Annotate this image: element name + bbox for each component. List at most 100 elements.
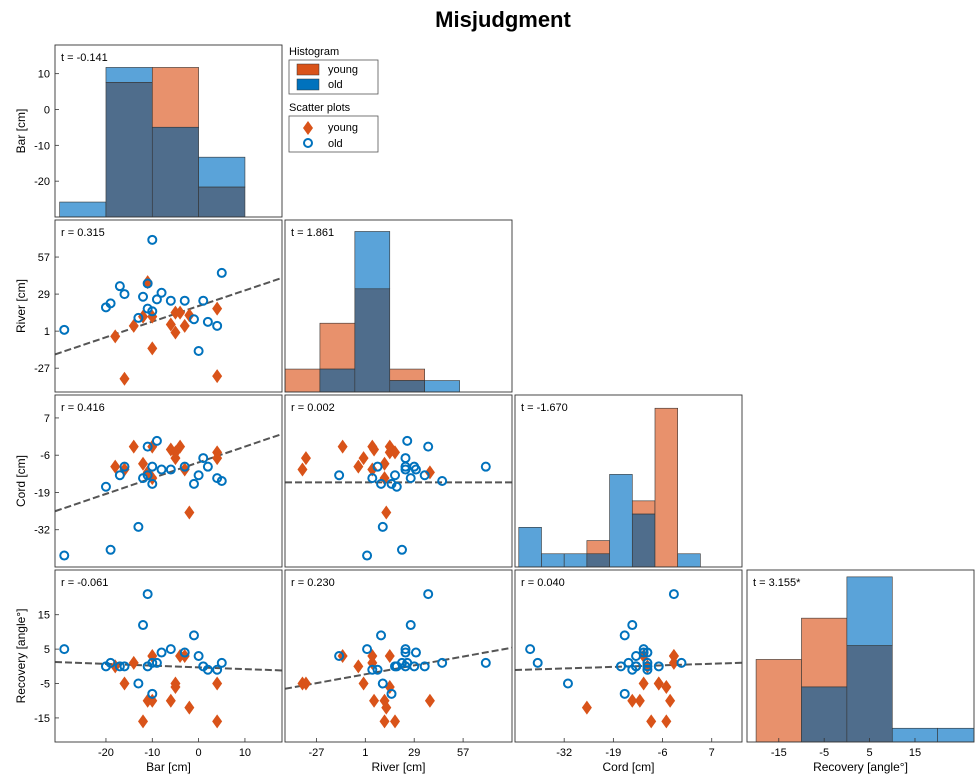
panel-cord-vs-bar: r = 0.416 -32 -19 -6 7 Cord [cm] [14,394,283,568]
x-axis-label: River [cm] [372,760,426,774]
old-point [423,589,434,600]
panel-plot-area [515,589,742,729]
panel-frame [54,569,283,743]
panel-recovery-vs-cord: r = 0.040 -32 -19 -6 7 Cord [cm] [514,569,743,774]
hist-bar-old [198,156,246,188]
young-point [358,451,369,466]
young-point [353,659,364,674]
histogram-t-label: t = -1.670 [521,402,568,414]
old-point [138,620,149,631]
old-point [376,478,387,489]
old-point [188,478,199,489]
old-point [627,620,638,631]
hist-bar-young [631,500,656,515]
old-point [405,620,416,631]
old-point [390,470,401,481]
y-tick-label: 10 [38,69,50,81]
old-point [212,320,223,331]
old-point [362,644,373,655]
young-point [165,693,176,708]
panel-river-vs-bar: r = 0.315 -27 1 29 57 River [cm] [14,219,283,393]
hist-bar-young [755,659,802,742]
panel-plot-area [285,435,512,561]
old-point [193,651,204,661]
old-point [212,664,223,675]
x-tick-label: -15 [771,747,787,759]
old-point [147,461,158,472]
old-point [377,678,388,689]
hist-bar-overlap [389,380,425,392]
young-point [119,676,130,691]
young-point [184,505,195,520]
old-point [147,657,158,668]
young-point [179,462,190,477]
hist-bar-overlap [354,288,391,392]
old-point [114,661,125,672]
young-point [138,714,149,729]
young-point [297,462,308,477]
panel-cord-vs-river: r = 0.002 [284,394,513,568]
young-point [384,649,395,663]
old-point [105,544,116,555]
y-tick-label: 5 [44,644,50,656]
young-point [184,700,195,715]
old-point [372,461,383,472]
old-point [114,281,125,292]
x-tick-label: -20 [98,747,114,759]
young-point [369,442,380,457]
old-point [386,478,397,489]
panel-plot-area [285,231,460,392]
legend-scatter-box [288,115,379,153]
old-point [642,664,653,675]
young-point [184,308,195,323]
old-point [642,647,653,658]
y-axis-label: Bar [cm] [14,109,28,154]
trend-line [55,276,282,356]
hist-bar-old [518,527,542,567]
panel-plot-area [55,433,282,561]
old-point [216,657,227,668]
histogram-t-label: t = 3.155* [753,577,801,589]
y-axis-label: Cord [cm] [14,455,28,507]
hist-bar-young [319,322,356,370]
hist-bar-overlap [631,513,656,567]
old-point [142,278,153,289]
correlation-r-label: r = 0.416 [61,402,105,414]
hist-bar-young [654,407,678,567]
y-tick-label: -15 [34,713,50,725]
young-point [119,462,130,477]
old-point [156,287,167,298]
young-point [668,649,679,663]
panel-plot-area [518,407,701,567]
y-tick-label: -10 [34,140,50,152]
old-point [119,461,130,472]
correlation-r-label: r = 0.040 [521,577,565,589]
old-point [147,306,158,317]
hist-bar-overlap [151,126,199,217]
x-tick-label: 5 [867,747,873,759]
old-point [390,661,401,672]
hist-bar-old [541,553,565,567]
young-point [110,329,121,344]
old-point [193,470,204,481]
young-point [661,714,672,729]
panel-plot-area [55,234,282,386]
x-axis-label: Recovery [angle°] [813,760,908,774]
correlation-r-label: r = 0.230 [291,577,335,589]
old-point [59,644,70,655]
panel-recovery-vs-river: r = 0.230 -27 1 29 57 River [cm] [284,569,513,774]
old-point [402,435,413,446]
y-tick-label: -19 [34,487,50,499]
old-point [372,664,383,675]
old-point [151,657,162,668]
old-point [400,453,411,464]
old-point [334,651,345,661]
panel-cord-vs-cord: t = -1.670 [514,394,743,568]
young-point [379,471,390,486]
young-point [424,693,435,708]
young-point [179,318,190,333]
legend-scatter-young-marker [303,121,313,135]
hist-bar-young [151,67,199,128]
panel-frame [284,394,513,568]
x-axis-label: Cord [cm] [602,760,654,774]
